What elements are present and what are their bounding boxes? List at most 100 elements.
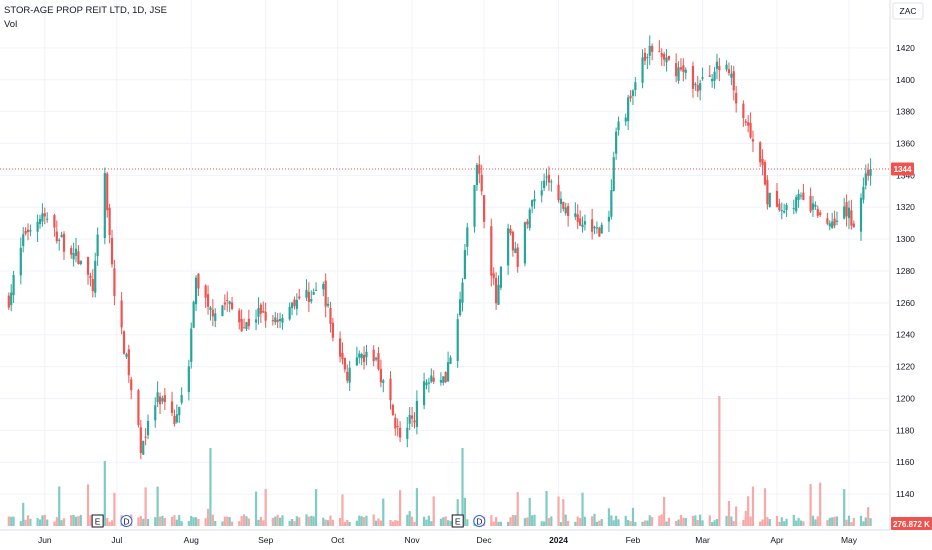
volume-bar [410,516,414,526]
candle-body [41,213,44,222]
dividend-marker-circle [473,515,486,527]
volume-bar [29,518,32,526]
candle-body [415,400,418,427]
event-marker-label: E [455,517,461,527]
candle-body [94,260,97,293]
candle-body [365,351,368,358]
candle-body [725,64,728,70]
earnings-marker[interactable]: E [91,514,104,528]
time-axis[interactable]: Jun Jul Aug Sep Oct Nov Dec 2024 Feb Mar Apr May [38,535,858,545]
volume-bar [257,519,260,526]
volume-bar [314,489,318,526]
candle-body [86,256,90,275]
volume-bar [658,515,661,526]
volume-bar [173,515,176,526]
candle-body [775,190,779,207]
candle-body [89,275,92,279]
volume-bar [708,515,711,526]
symbol-title[interactable]: STOR-AGE PROP REIT LTD, 1D, JSE [4,5,167,16]
volume-bar [348,521,351,526]
volume-bar [792,514,795,526]
volume-bar [691,515,695,526]
candle-body [26,229,30,233]
volume-bar [557,496,560,526]
volume-bar [144,487,147,526]
dividend-marker[interactable]: D [473,515,486,527]
volume-bar [627,520,630,526]
volume-legend-label[interactable]: Vol [4,19,18,30]
volume-bar [22,502,25,526]
volume-bar [156,486,159,526]
volume-bar [547,518,551,526]
x-tick-label: Feb [626,535,641,545]
volume-bar [449,520,452,526]
candle-body [110,237,114,265]
candle-body [372,349,375,362]
volume-bar [79,514,82,526]
volume-bar [646,520,649,526]
candle-body [108,207,111,236]
candle-body [382,380,385,383]
volume-bar [727,500,731,526]
candle-body [329,308,332,324]
volume-bar [377,518,380,526]
volume-bar [108,521,111,526]
volume-bar [274,516,277,526]
candle-body [113,268,116,297]
candle-body [766,180,769,205]
volume-bar [711,522,714,526]
candle-body [394,417,397,429]
candle-body [79,260,82,265]
candle-body [646,56,649,59]
y-tick-label: 1280 [896,266,915,276]
candle-body [247,318,250,327]
volume-bar [298,517,301,526]
candle-body [221,305,224,316]
candle-body [413,420,416,423]
candle-body [547,174,551,183]
volume-bar [499,521,503,526]
candle-body [60,234,63,238]
currency-button[interactable]: ZAC [892,2,924,20]
dividend-marker[interactable]: D [120,515,133,527]
volume-bar [86,484,90,526]
candle-body [651,45,654,52]
candle-body [209,307,212,311]
candle-body [478,164,481,174]
candle-body [557,184,560,201]
volume-bar [581,492,584,526]
volume-bar [161,515,164,526]
event-marker-label: E [95,517,101,527]
volume-bar [281,515,284,526]
candle-body [295,299,298,309]
candle-body [228,301,231,305]
candle-body [778,203,781,211]
candle-body [543,180,546,188]
candle-body [410,415,414,419]
price-axis[interactable]: 1140 1160 1180 1200 1220 1240 1260 1280 1300 1320… [896,43,915,499]
volume-bar [238,521,241,526]
candle-body [360,353,363,359]
candle-body [694,83,697,86]
volume-bar [12,516,15,526]
candle-body [106,173,109,211]
volume-bar [713,520,716,526]
candle-body [38,218,42,224]
volume-bar [819,482,822,526]
candle-body [161,398,164,402]
volume-bar [701,520,704,526]
candle-body [290,302,294,309]
currency-button-frame[interactable] [892,2,924,20]
x-tick-label: Mar [695,535,710,545]
earnings-marker[interactable]: E [451,514,464,528]
candle-body [242,327,246,329]
candle-body [802,192,805,200]
candle-body [170,401,174,414]
candle-body [715,61,719,69]
candle-body [799,195,803,197]
y-tick-label: 1260 [896,298,915,308]
candle-body [850,210,853,226]
candle-body [206,294,210,307]
volume-bar [74,516,78,526]
